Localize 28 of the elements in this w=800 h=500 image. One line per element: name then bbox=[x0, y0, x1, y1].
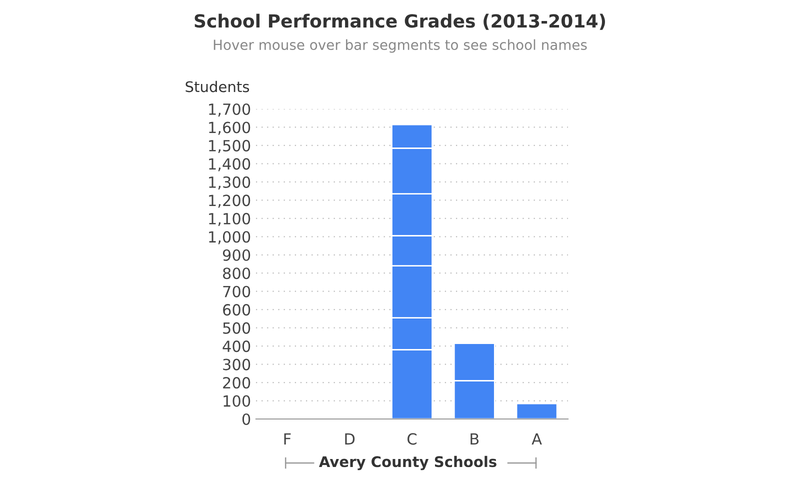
y-tick-label: 200 bbox=[223, 376, 250, 389]
y-axis-title: Students bbox=[186, 80, 250, 92]
y-tick-label: 1,200 bbox=[209, 194, 250, 208]
y-tick-label: 1,600 bbox=[209, 122, 250, 135]
x-tick-label: B bbox=[470, 433, 479, 444]
x-tick-label: A bbox=[532, 433, 542, 444]
x-tick-label: F bbox=[284, 433, 291, 444]
y-tick-label: 500 bbox=[223, 322, 250, 334]
x-axis-title: Avery County Schools bbox=[318, 456, 496, 470]
y-tick-label: 800 bbox=[223, 268, 250, 280]
y-tick-label: 400 bbox=[222, 340, 250, 352]
y-tick-label: 1,000 bbox=[209, 231, 250, 244]
chart-subtitle: Hover mouse over bar segments to see school names bbox=[214, 39, 587, 53]
y-tick-label: 1,300 bbox=[209, 176, 250, 190]
y-tick-label: 1,400 bbox=[209, 158, 250, 172]
x-tick-label: D bbox=[345, 433, 355, 444]
chart-title: School Performance Grades (2013-2014) bbox=[194, 14, 605, 30]
bar bbox=[516, 402, 558, 419]
x-tick-label: C bbox=[408, 433, 417, 445]
y-tick-label: 700 bbox=[223, 286, 250, 298]
y-tick-label: 1,100 bbox=[209, 212, 250, 226]
y-tick-label: 100 bbox=[224, 395, 250, 407]
y-tick-label: 1,500 bbox=[209, 140, 250, 154]
y-tick-label: 300 bbox=[223, 358, 250, 370]
y-tick-label: 1,700 bbox=[209, 103, 250, 117]
y-tick-label: 600 bbox=[223, 304, 250, 316]
y-tick-label: 0 bbox=[242, 413, 250, 426]
y-tick-label: 900 bbox=[222, 249, 250, 261]
